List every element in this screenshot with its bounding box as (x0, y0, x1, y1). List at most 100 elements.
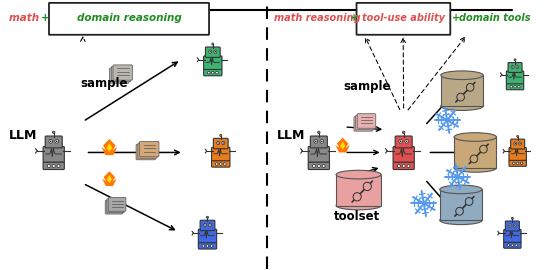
Ellipse shape (440, 185, 482, 194)
Circle shape (315, 141, 317, 142)
Circle shape (206, 216, 209, 218)
Circle shape (217, 141, 219, 144)
Text: tool-use ability: tool-use ability (361, 13, 444, 23)
Circle shape (223, 163, 226, 165)
Bar (441, 75, 483, 106)
Circle shape (405, 140, 408, 143)
FancyBboxPatch shape (509, 160, 526, 166)
Circle shape (57, 164, 60, 168)
FancyBboxPatch shape (138, 143, 157, 158)
Circle shape (512, 66, 513, 68)
Text: math reasoning: math reasoning (274, 13, 360, 23)
Circle shape (318, 131, 320, 134)
Circle shape (407, 164, 410, 168)
Circle shape (406, 141, 407, 142)
FancyBboxPatch shape (506, 221, 519, 231)
Circle shape (215, 163, 218, 165)
Circle shape (48, 164, 50, 168)
Text: toolset: toolset (334, 210, 380, 224)
Circle shape (511, 66, 514, 69)
Polygon shape (106, 143, 112, 152)
Circle shape (397, 164, 400, 168)
Circle shape (457, 93, 465, 101)
FancyBboxPatch shape (308, 162, 329, 170)
Text: LLM: LLM (9, 129, 37, 141)
Circle shape (56, 141, 57, 142)
FancyBboxPatch shape (506, 71, 524, 84)
Circle shape (321, 141, 323, 142)
Circle shape (515, 143, 516, 144)
Circle shape (519, 143, 521, 144)
Bar (336, 175, 381, 205)
Text: sample: sample (344, 80, 391, 93)
Circle shape (317, 164, 321, 168)
FancyBboxPatch shape (395, 136, 412, 148)
Circle shape (320, 140, 324, 143)
FancyBboxPatch shape (108, 197, 126, 211)
Polygon shape (102, 139, 117, 155)
Circle shape (517, 66, 518, 68)
FancyBboxPatch shape (357, 3, 450, 35)
Circle shape (204, 224, 205, 226)
Circle shape (202, 245, 205, 247)
Circle shape (217, 142, 219, 144)
Circle shape (55, 140, 58, 143)
Circle shape (214, 50, 217, 53)
Ellipse shape (454, 133, 496, 141)
Text: +: + (453, 13, 461, 23)
Circle shape (507, 244, 510, 247)
FancyBboxPatch shape (105, 200, 123, 214)
Circle shape (207, 71, 210, 74)
FancyBboxPatch shape (393, 162, 414, 170)
Circle shape (219, 134, 222, 136)
FancyBboxPatch shape (511, 139, 525, 149)
Circle shape (466, 83, 474, 91)
Circle shape (399, 140, 402, 143)
Circle shape (470, 155, 478, 163)
Circle shape (514, 225, 515, 226)
Text: domain tools: domain tools (459, 13, 531, 23)
FancyBboxPatch shape (308, 147, 329, 162)
Circle shape (219, 163, 222, 165)
Circle shape (520, 162, 523, 165)
Circle shape (465, 198, 473, 205)
Circle shape (223, 142, 224, 144)
Text: math: math (9, 13, 43, 23)
FancyBboxPatch shape (43, 162, 64, 170)
Text: +: + (349, 13, 358, 23)
Bar (454, 137, 496, 168)
FancyBboxPatch shape (503, 230, 521, 242)
Circle shape (479, 145, 487, 153)
FancyBboxPatch shape (354, 117, 372, 131)
Circle shape (456, 207, 464, 215)
FancyBboxPatch shape (205, 47, 220, 58)
Circle shape (215, 51, 216, 52)
FancyBboxPatch shape (503, 242, 521, 248)
Circle shape (222, 141, 225, 144)
Text: LLM: LLM (276, 129, 305, 141)
FancyBboxPatch shape (211, 147, 230, 161)
Circle shape (50, 141, 51, 142)
Circle shape (517, 136, 519, 137)
Text: sample: sample (80, 77, 128, 90)
Circle shape (508, 224, 512, 227)
Circle shape (212, 43, 214, 45)
Ellipse shape (441, 102, 483, 110)
FancyBboxPatch shape (213, 138, 228, 149)
Circle shape (509, 225, 511, 226)
Circle shape (216, 71, 218, 74)
FancyBboxPatch shape (211, 160, 230, 167)
Ellipse shape (454, 164, 496, 172)
Circle shape (209, 223, 212, 227)
Polygon shape (340, 141, 345, 150)
FancyBboxPatch shape (393, 147, 414, 162)
Circle shape (400, 141, 401, 142)
Circle shape (518, 86, 520, 88)
Circle shape (206, 245, 209, 247)
FancyBboxPatch shape (509, 147, 526, 160)
Circle shape (514, 142, 517, 145)
Circle shape (514, 86, 516, 88)
Polygon shape (335, 138, 350, 153)
Circle shape (517, 162, 519, 165)
FancyBboxPatch shape (49, 3, 209, 35)
